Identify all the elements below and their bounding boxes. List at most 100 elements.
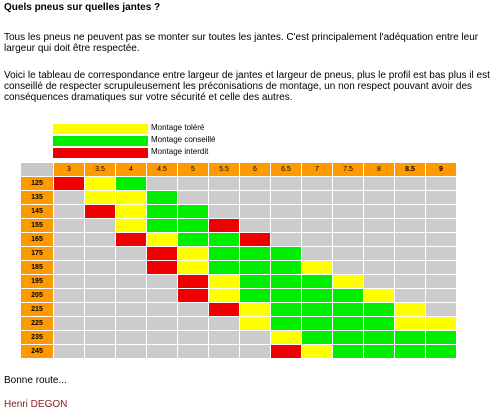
- tire-width-header: 195: [21, 275, 53, 288]
- compat-cell-red: [209, 303, 239, 316]
- compat-cell-gray: [271, 233, 301, 246]
- compat-cell-red: [209, 219, 239, 232]
- compat-cell-gray: [54, 317, 84, 330]
- compat-cell-gray: [364, 275, 394, 288]
- legend-swatch-green: [53, 136, 148, 146]
- compat-cell-gray: [333, 261, 363, 274]
- compat-cell-gray: [116, 317, 146, 330]
- tire-width-header: 165: [21, 233, 53, 246]
- compat-cell-gray: [147, 331, 177, 344]
- compat-cell-gray: [302, 233, 332, 246]
- compat-cell-gray: [364, 219, 394, 232]
- compat-cell-yellow: [116, 219, 146, 232]
- compat-cell-gray: [54, 233, 84, 246]
- compat-cell-yellow: [426, 317, 456, 330]
- compat-cell-gray: [209, 205, 239, 218]
- legend-swatch-yellow: [53, 124, 148, 134]
- compat-cell-yellow: [147, 233, 177, 246]
- compat-cell-yellow: [333, 275, 363, 288]
- header-row: 3 3.5 4 4.5 5 5.5 6 6.5 7 7.5 8 8.5 9: [21, 163, 456, 176]
- compat-cell-gray: [116, 331, 146, 344]
- compat-cell-gray: [116, 247, 146, 260]
- compat-cell-green: [116, 177, 146, 190]
- compat-cell-gray: [85, 275, 115, 288]
- compat-cell-gray: [302, 219, 332, 232]
- table-corner: [21, 163, 53, 176]
- compat-cell-gray: [302, 247, 332, 260]
- compat-cell-gray: [240, 191, 270, 204]
- table-row: 155: [21, 219, 456, 232]
- tire-width-header: 175: [21, 247, 53, 260]
- compat-cell-gray: [302, 191, 332, 204]
- compat-cell-green: [271, 317, 301, 330]
- compat-cell-gray: [147, 289, 177, 302]
- tire-width-header: 215: [21, 303, 53, 316]
- tire-width-header: 225: [21, 317, 53, 330]
- compat-cell-green: [302, 317, 332, 330]
- compat-cell-gray: [364, 247, 394, 260]
- compat-cell-gray: [178, 191, 208, 204]
- compat-cell-gray: [333, 219, 363, 232]
- compat-cell-green: [302, 303, 332, 316]
- compat-cell-gray: [240, 205, 270, 218]
- compat-cell-gray: [395, 261, 425, 274]
- compat-cell-gray: [54, 247, 84, 260]
- compat-cell-gray: [426, 219, 456, 232]
- compat-cell-gray: [333, 247, 363, 260]
- compat-cell-gray: [147, 177, 177, 190]
- compat-cell-gray: [54, 303, 84, 316]
- compat-cell-green: [271, 247, 301, 260]
- compat-cell-gray: [395, 177, 425, 190]
- compat-cell-gray: [395, 219, 425, 232]
- compat-cell-red: [271, 345, 301, 358]
- compat-cell-gray: [395, 289, 425, 302]
- table-row: 145: [21, 205, 456, 218]
- compat-cell-gray: [85, 303, 115, 316]
- compat-cell-gray: [426, 261, 456, 274]
- compat-cell-green: [147, 219, 177, 232]
- compat-cell-yellow: [116, 191, 146, 204]
- compat-cell-gray: [209, 331, 239, 344]
- compat-cell-gray: [395, 247, 425, 260]
- intro-paragraph: Tous les pneus ne peuvent pas se monter …: [4, 32, 479, 54]
- compat-cell-gray: [426, 289, 456, 302]
- compat-cell-green: [240, 275, 270, 288]
- compat-cell-gray: [209, 317, 239, 330]
- compat-cell-gray: [116, 261, 146, 274]
- table-row: 125: [21, 177, 456, 190]
- compat-cell-green: [147, 191, 177, 204]
- legend-swatch-red: [53, 148, 148, 158]
- compat-cell-red: [116, 233, 146, 246]
- compat-cell-green: [240, 261, 270, 274]
- compat-cell-green: [426, 331, 456, 344]
- compat-cell-gray: [333, 233, 363, 246]
- compat-cell-gray: [147, 317, 177, 330]
- tire-width-header: 155: [21, 219, 53, 232]
- compat-cell-gray: [271, 191, 301, 204]
- compat-cell-gray: [426, 247, 456, 260]
- compat-cell-green: [395, 345, 425, 358]
- compat-cell-green: [271, 303, 301, 316]
- compat-cell-gray: [395, 191, 425, 204]
- rim-width-header: 3: [54, 163, 84, 176]
- compat-cell-gray: [178, 345, 208, 358]
- compat-cell-gray: [54, 219, 84, 232]
- compat-cell-yellow: [116, 205, 146, 218]
- compat-cell-gray: [395, 233, 425, 246]
- rim-width-header: 8: [364, 163, 394, 176]
- rim-width-header: 6.5: [271, 163, 301, 176]
- compat-cell-green: [333, 331, 363, 344]
- compat-cell-gray: [426, 303, 456, 316]
- table-row: 185: [21, 261, 456, 274]
- compat-cell-yellow: [209, 275, 239, 288]
- compat-cell-gray: [240, 177, 270, 190]
- compat-cell-gray: [364, 191, 394, 204]
- compat-cell-gray: [364, 233, 394, 246]
- compat-cell-green: [333, 303, 363, 316]
- rim-width-header: 4.5: [147, 163, 177, 176]
- compat-cell-green: [395, 331, 425, 344]
- compat-cell-gray: [302, 177, 332, 190]
- table-row: 245: [21, 345, 456, 358]
- table-row: 205: [21, 289, 456, 302]
- compat-cell-gray: [54, 205, 84, 218]
